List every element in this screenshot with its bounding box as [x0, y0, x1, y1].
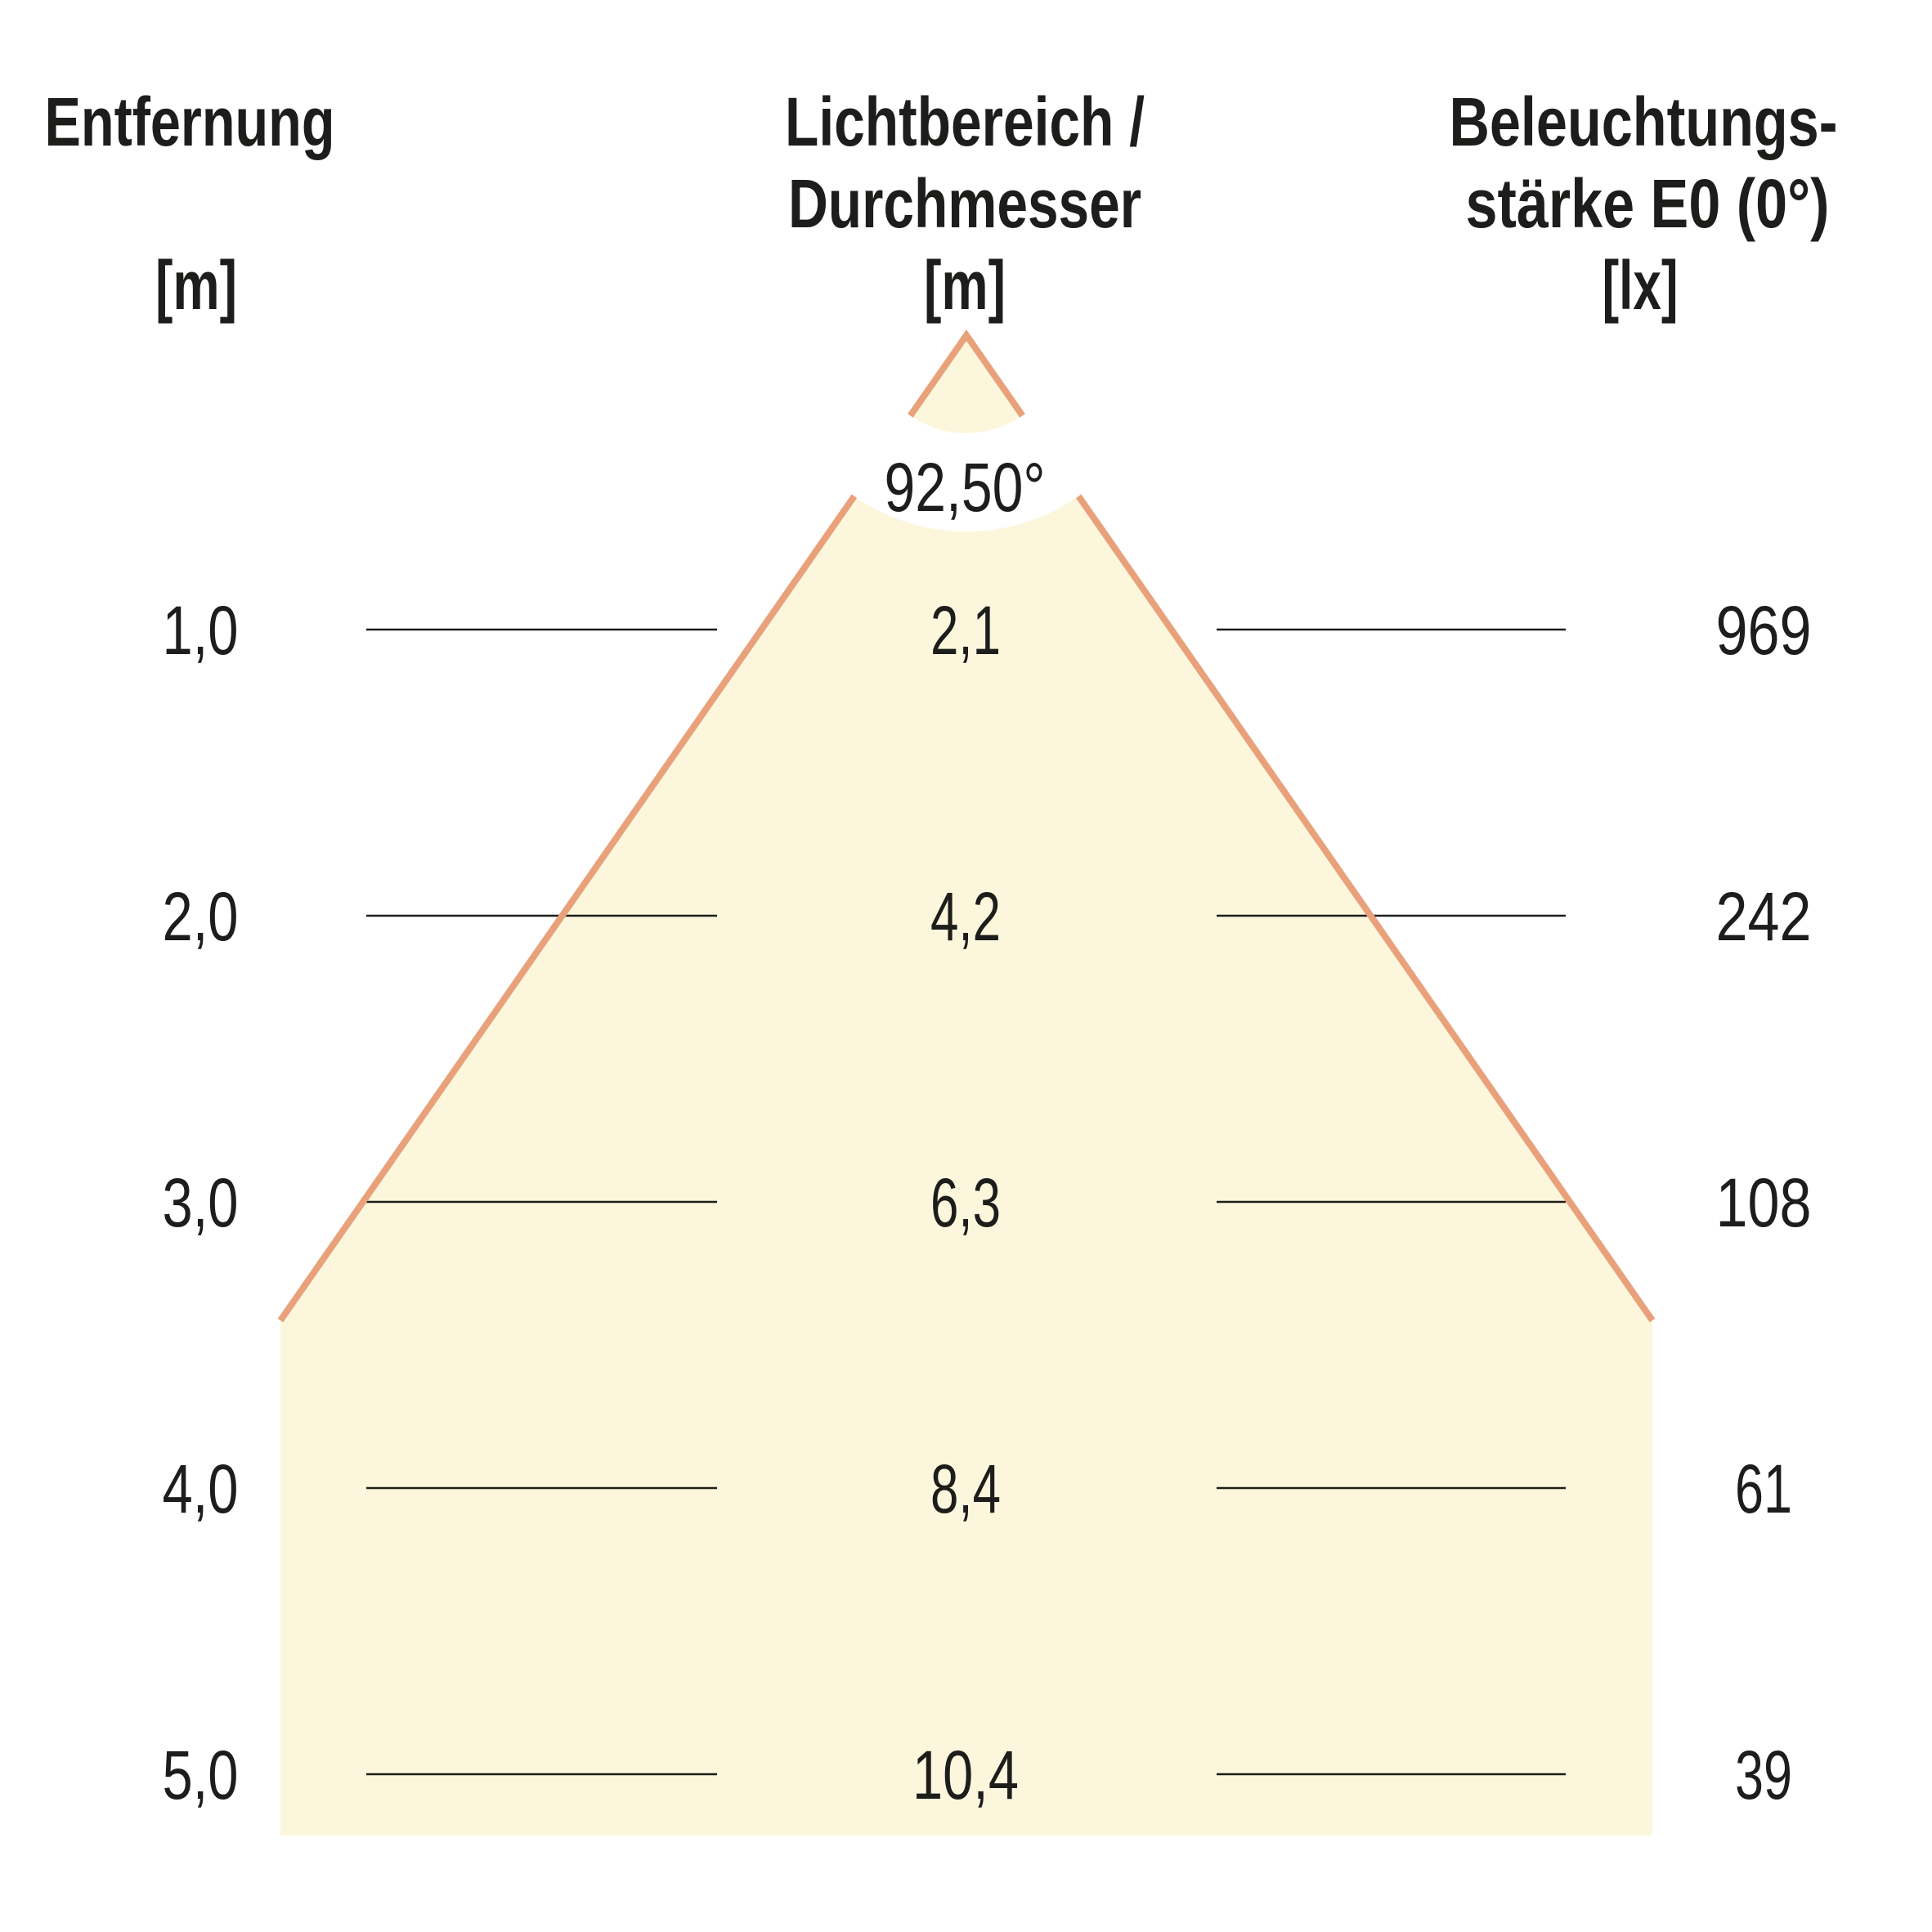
diameter-value: 8,4 [930, 1450, 1001, 1527]
beam-angle-label: 92,50° [885, 449, 1046, 526]
table-row: 4,0 8,4 61 [163, 1450, 1793, 1527]
header-diameter-title-line1: Lichtbereich / [785, 83, 1145, 160]
distance-value: 3,0 [163, 1164, 239, 1241]
table-row: 5,0 10,4 39 [163, 1737, 1793, 1813]
distance-value: 4,0 [163, 1450, 239, 1527]
table-row: 1,0 2,1 969 [163, 592, 1812, 669]
distance-value: 5,0 [163, 1737, 239, 1813]
illuminance-value: 242 [1716, 878, 1812, 955]
cone-left-edge [277, 494, 858, 1323]
illuminance-value: 108 [1716, 1164, 1812, 1241]
distance-value: 1,0 [163, 592, 239, 669]
cone-edges [277, 329, 1656, 1323]
diameter-value: 2,1 [930, 592, 1001, 669]
illuminance-value: 61 [1735, 1450, 1792, 1527]
light-cone [280, 335, 1652, 1836]
header-illuminance-unit: [lx] [1603, 247, 1679, 324]
header-illuminance-title-line2: stärke E0 (0°) [1466, 165, 1830, 242]
header-diameter-title-line2: Durchmesser [788, 165, 1141, 242]
data-rows: 1,0 2,1 969 2,0 4,2 242 3,0 6,3 108 4,0 … [163, 592, 1812, 1813]
distance-value: 2,0 [163, 878, 239, 955]
column-headers: Entfernung [m] Lichtbereich / Durchmesse… [45, 83, 1838, 324]
cone-apex-sector-fill [910, 335, 1023, 433]
table-row: 3,0 6,3 108 [163, 1164, 1812, 1241]
header-diameter-unit: [m] [924, 247, 1006, 324]
diameter-value: 4,2 [930, 878, 1001, 955]
table-row: 2,0 4,2 242 [163, 878, 1812, 955]
cone-right-edge [1075, 494, 1656, 1323]
illuminance-value: 969 [1716, 592, 1812, 669]
row-lines [366, 628, 1566, 1776]
cone-apex-edge [908, 329, 1025, 418]
header-distance-title: Entfernung [45, 83, 335, 160]
diameter-value: 10,4 [912, 1737, 1019, 1813]
header-illuminance-title-line1: Beleuchtungs- [1450, 83, 1838, 160]
header-distance-unit: [m] [155, 247, 237, 324]
diameter-value: 6,3 [930, 1164, 1001, 1241]
illuminance-value: 39 [1735, 1737, 1792, 1813]
